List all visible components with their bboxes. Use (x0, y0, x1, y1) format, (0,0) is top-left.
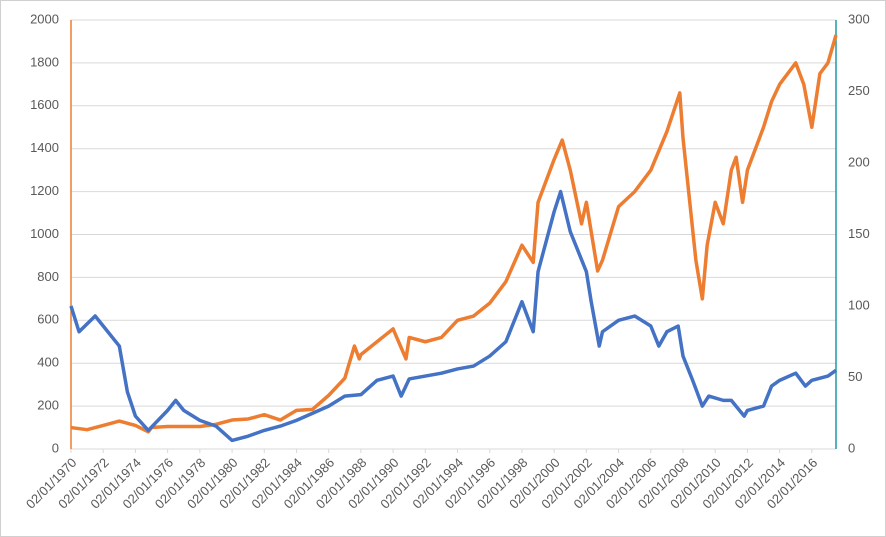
y2-tick-label: 100 (848, 297, 870, 312)
y-tick-label: 800 (37, 269, 59, 284)
y-tick-label: 1400 (30, 140, 59, 155)
y-tick-label: 1200 (30, 183, 59, 198)
y-tick-label: 600 (37, 312, 59, 327)
y-tick-label: 1600 (30, 97, 59, 112)
y2-tick-label: 0 (848, 440, 855, 455)
y2-tick-label: 200 (848, 154, 870, 169)
y2-tick-label: 50 (848, 369, 862, 384)
y2-tick-label: 300 (848, 11, 870, 26)
y2-tick-label: 250 (848, 83, 870, 98)
y-tick-label: 1000 (30, 226, 59, 241)
y-tick-label: 1800 (30, 54, 59, 69)
series-line (69, 189, 838, 443)
y-tick-label: 2000 (30, 11, 59, 26)
y-tick-label: 400 (37, 355, 59, 370)
series-line (70, 34, 838, 434)
y-tick-label: 200 (37, 398, 59, 413)
y2-tick-label: 150 (848, 226, 870, 241)
y-tick-label: 0 (52, 440, 59, 455)
